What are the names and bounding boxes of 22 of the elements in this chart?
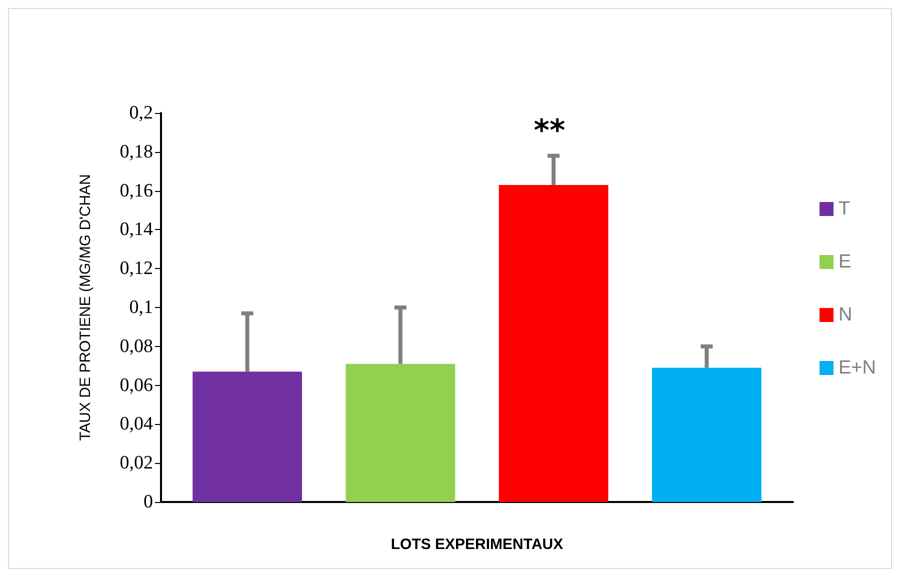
bar bbox=[346, 364, 456, 502]
bar bbox=[498, 184, 608, 502]
y-axis-title: TAUX DE PROTIENE (MG/MG D'CHAN bbox=[77, 174, 94, 441]
y-tick-label: 0,12 bbox=[120, 258, 153, 280]
legend-label: E bbox=[838, 252, 852, 272]
legend-label: E+N bbox=[838, 358, 876, 378]
y-tick-label: 0,18 bbox=[120, 141, 153, 162]
annotation: ** bbox=[534, 114, 566, 148]
y-tick-label: 0,04 bbox=[120, 414, 154, 435]
legend-label: N bbox=[838, 304, 852, 326]
y-tick-label: 0,02 bbox=[120, 452, 153, 474]
y-tick-label: 0,06 bbox=[120, 374, 153, 396]
y-tick-label: 0 bbox=[144, 492, 153, 512]
y-tick-label: 0,16 bbox=[120, 180, 153, 202]
y-tick-label: 0,14 bbox=[120, 219, 154, 240]
y-tick-label: 0,1 bbox=[129, 297, 153, 318]
y-tick-label: 0,08 bbox=[120, 336, 153, 357]
legend-label: T bbox=[838, 198, 851, 220]
bar bbox=[192, 372, 302, 502]
bar bbox=[652, 368, 762, 502]
y-tick-label: 0,2 bbox=[129, 102, 153, 124]
x-axis-title: LOTS EXPERIMENTAUX bbox=[390, 536, 564, 553]
